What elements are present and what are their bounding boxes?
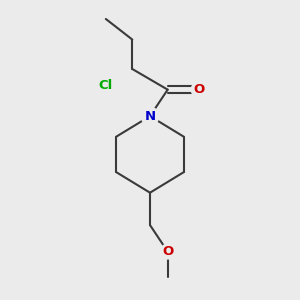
Circle shape xyxy=(141,107,159,125)
Text: Cl: Cl xyxy=(99,79,113,92)
Text: N: N xyxy=(144,110,156,123)
Circle shape xyxy=(191,82,206,97)
Circle shape xyxy=(160,244,175,259)
Ellipse shape xyxy=(93,76,119,94)
Text: O: O xyxy=(193,83,204,96)
Text: O: O xyxy=(162,245,173,258)
